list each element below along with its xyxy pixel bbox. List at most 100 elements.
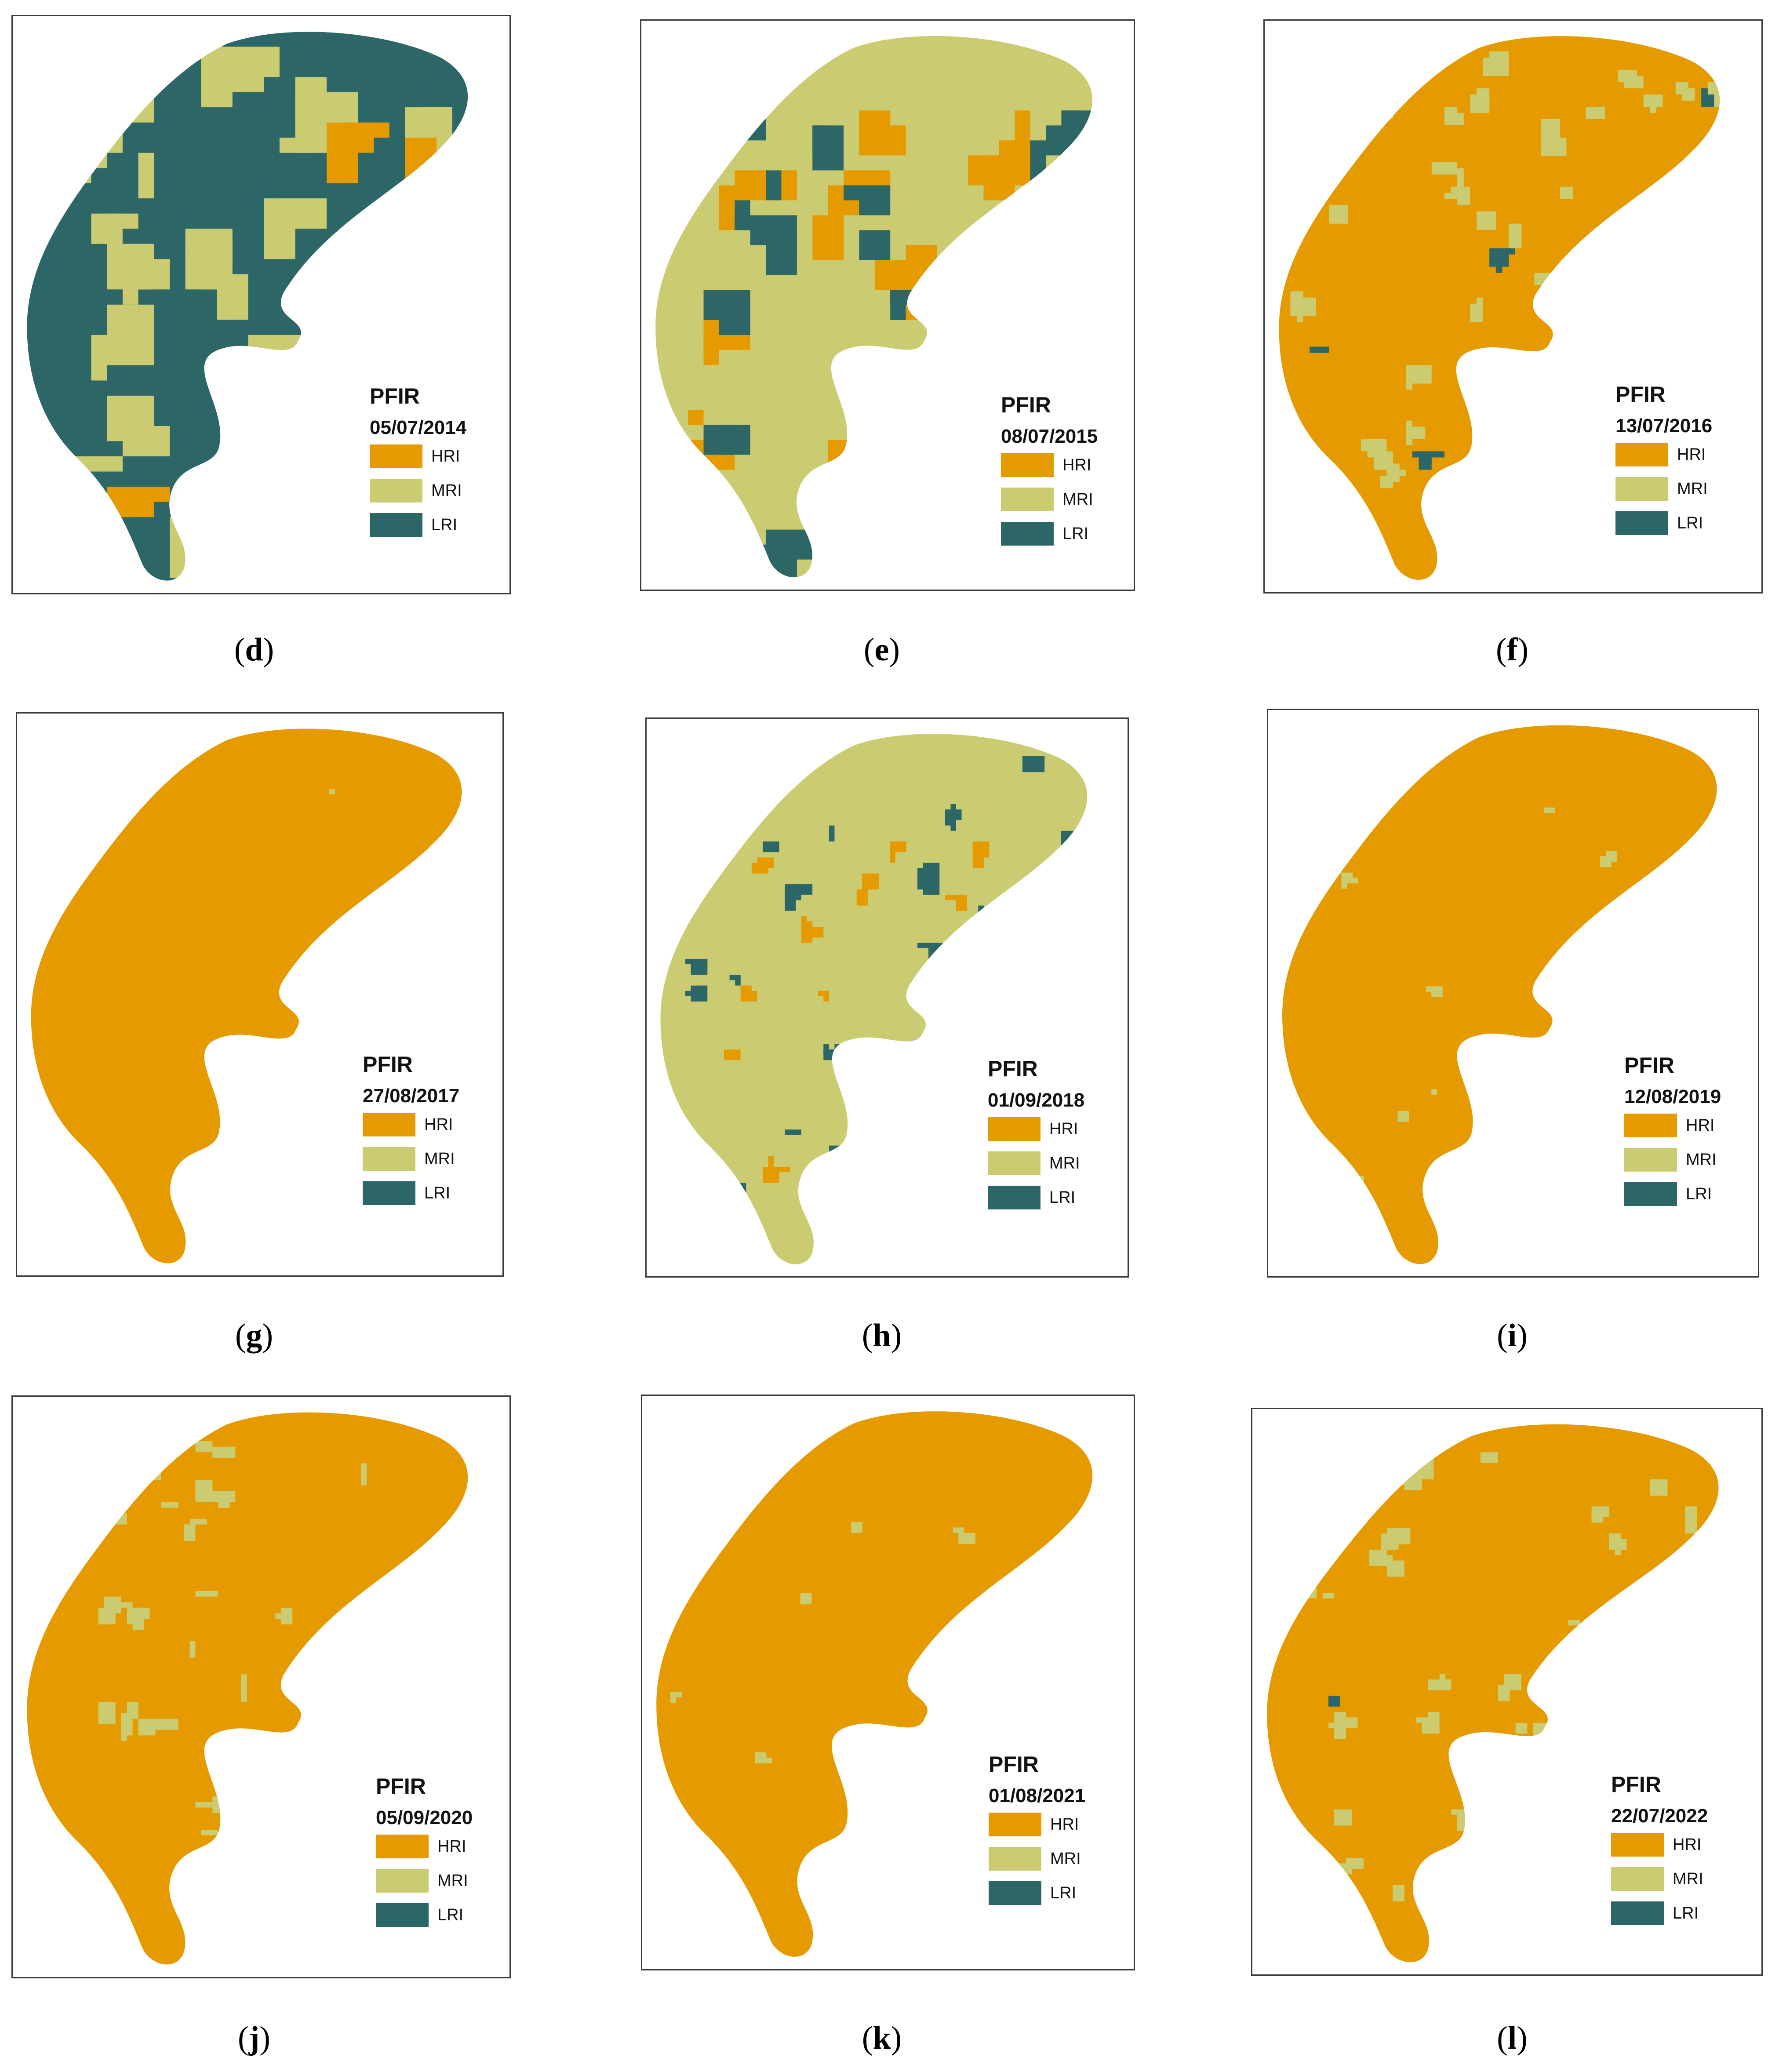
map-d-mri-patch — [185, 229, 201, 244]
map-j-mri-patch — [258, 1746, 276, 1763]
map-e-lri-patch — [890, 305, 906, 320]
legend-label: HRI — [1050, 1815, 1079, 1834]
map-h-lri-patch — [746, 772, 752, 788]
map-l-mri-patch — [1515, 1804, 1533, 1810]
map-l-mri-patch — [1393, 1533, 1411, 1544]
map-h-hri-patch — [890, 841, 906, 852]
map-l-mri-patch — [1708, 1722, 1719, 1728]
map-l-mri-patch — [1404, 1479, 1422, 1490]
map-k-mri-patch — [958, 1527, 964, 1533]
legend-date: 27/08/2017 — [363, 1085, 460, 1107]
map-d-mri-patch — [122, 77, 154, 123]
map-e-hri-patch — [1046, 275, 1062, 305]
map-d-mri-patch — [295, 107, 311, 123]
map-f-mri-patch — [1573, 420, 1586, 433]
map-d-mri-patch — [374, 335, 405, 381]
map-h-lri-patch — [696, 841, 702, 847]
legend-date: 12/08/2019 — [1624, 1086, 1721, 1107]
map-j-mri-patch — [52, 1497, 70, 1514]
map-f-mri-patch — [1566, 426, 1586, 439]
map-f-mri-patch — [1310, 568, 1316, 580]
map-l-mri-patch — [1416, 1717, 1428, 1723]
map-j-mri-patch — [463, 1546, 468, 1552]
map-d-hri-patch — [342, 395, 374, 426]
map-f-mri-patch — [1316, 63, 1329, 82]
map-f-mri-patch — [1624, 76, 1644, 88]
legend-item-mri: MRI — [988, 1146, 1128, 1180]
map-l-mri-patch — [1439, 1674, 1445, 1690]
map-h-lri-patch — [851, 1140, 868, 1151]
map-f-mri-patch — [1695, 186, 1702, 205]
map-l-mri-patch — [1293, 1588, 1311, 1599]
caption-h: (h) — [862, 1318, 902, 1354]
map-l-mri-patch — [1504, 1750, 1516, 1766]
map-f-mri-patch — [1425, 45, 1444, 58]
map-l-mri-patch — [1375, 1555, 1393, 1566]
map-l-mri-patch — [1410, 1457, 1416, 1464]
map-i-mri-patch — [1600, 856, 1606, 867]
map-e-hri-patch — [968, 425, 999, 455]
legend-swatch-hri — [1624, 1114, 1677, 1137]
map-h-lri-patch — [740, 777, 746, 794]
map-f-mri-patch — [1412, 426, 1426, 439]
legend-label: HRI — [1673, 1835, 1702, 1854]
legend-title: PFIR — [1624, 1053, 1674, 1078]
legend-item-mri: MRI — [989, 1842, 1134, 1876]
map-d-mri-patch — [358, 320, 374, 365]
map-d-mri-patch — [468, 259, 484, 289]
map-d-mri-patch — [75, 122, 107, 153]
map-h-lri-patch — [785, 767, 790, 772]
map-k-mri-patch — [687, 1917, 699, 1928]
map-d-hri-patch — [327, 122, 342, 138]
map-f-mri-patch — [1541, 476, 1547, 482]
legend-label: MRI — [1049, 1154, 1080, 1173]
map-l-mri-patch — [1416, 1463, 1434, 1479]
map-d-mri-patch — [107, 547, 123, 563]
legend-date: 01/08/2021 — [989, 1785, 1086, 1806]
map-e-lri-patch — [719, 110, 766, 141]
map-f-mri-patch — [1329, 69, 1342, 82]
map-d-mri-patch — [405, 289, 452, 305]
map-h-lri-patch — [763, 841, 768, 847]
map-h-lri-patch — [917, 975, 929, 991]
map-e-hri-patch — [1046, 245, 1062, 275]
caption-l: (l) — [1497, 2020, 1528, 2056]
map-e-lri-patch — [672, 200, 688, 215]
map-l-mri-patch — [1685, 1506, 1697, 1512]
map-h-lri-patch — [790, 767, 801, 772]
map-i-mri-patch — [1482, 1132, 1493, 1138]
map-j-mri-patch — [195, 1591, 218, 1597]
map-j-mri-patch — [252, 1746, 264, 1758]
legend-swatch-lri — [1615, 511, 1668, 535]
legend-swatch-lri — [989, 1881, 1041, 1905]
map-k-mri-patch — [1043, 1626, 1055, 1637]
map-j-mri-patch — [144, 1457, 161, 1480]
map-l-mri-patch — [1287, 1474, 1299, 1485]
map-f-mri-patch — [1316, 51, 1335, 64]
map-f-lri-patch — [1489, 248, 1509, 267]
map-f-lri-patch — [1310, 482, 1329, 488]
map-h-lri-patch — [967, 948, 979, 954]
map-d-hri-patch — [122, 487, 154, 517]
legend-swatch-mri — [1001, 488, 1054, 511]
map-d-mri-patch — [60, 122, 91, 153]
map-g-mri-patch — [251, 1159, 257, 1165]
map-d-mri-patch — [327, 517, 358, 548]
legend-date: 13/07/2016 — [1615, 415, 1713, 437]
legend-item-lri: LRI — [363, 1176, 502, 1210]
map-h-hri-patch — [972, 841, 979, 852]
map-f-mri-patch — [1335, 57, 1348, 64]
map-h-lri-patch — [1066, 836, 1072, 847]
map-d-mri-patch — [264, 350, 295, 381]
map-h-hri-patch — [746, 990, 757, 1002]
map-k-mri-patch — [924, 1763, 936, 1769]
map-d-mri-patch — [107, 259, 138, 274]
map-f-mri-patch — [1509, 223, 1522, 230]
map-f-lri-patch — [1310, 482, 1329, 495]
map-l-mri-patch — [1363, 1474, 1381, 1479]
map-h-lri-patch — [917, 943, 934, 948]
map-h-lri-patch — [834, 1044, 840, 1060]
legend-swatch-lri — [376, 1903, 429, 1927]
map-f-mri-patch — [1329, 125, 1348, 144]
map-h-hri-patch — [917, 1204, 934, 1220]
